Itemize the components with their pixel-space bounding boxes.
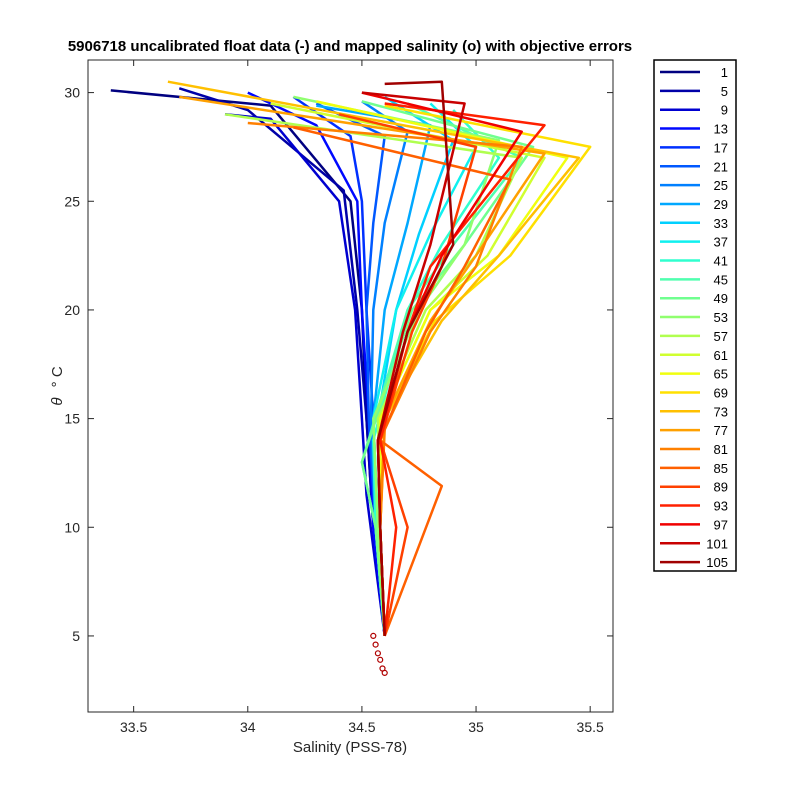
y-axis-ticks: 5 10 15 20 25 30 — [64, 85, 613, 644]
legend-label-21: 21 — [714, 159, 728, 174]
series-line-13 — [247, 91, 386, 637]
mapped-point — [377, 656, 384, 663]
legend-label-13: 13 — [714, 122, 728, 137]
legend-label-69: 69 — [714, 385, 728, 400]
y-tick-label: 30 — [64, 85, 80, 101]
legend-label-53: 53 — [714, 310, 728, 325]
mapped-point — [374, 650, 381, 657]
legend-label-25: 25 — [714, 178, 728, 193]
svg-text:θ ° C: θ ° C — [49, 366, 66, 405]
legend-label-45: 45 — [714, 272, 728, 287]
series-line-49 — [360, 100, 535, 637]
legend-items: 1 5 9 13 17 21 25 29 33 37 41 45 49 53 57 61 65 69 73 77 81 8… — [660, 65, 728, 570]
legend-label-101: 101 — [706, 536, 728, 551]
legend-label-29: 29 — [714, 197, 728, 212]
x-axis-label: Salinity (PSS-78) — [293, 739, 407, 756]
x-tick-label: 34 — [240, 719, 256, 735]
legend-label-65: 65 — [714, 367, 728, 382]
y-tick-label: 25 — [64, 193, 80, 209]
legend-label-17: 17 — [714, 140, 728, 155]
legend-label-41: 41 — [714, 254, 728, 269]
axes: 33.5 34 34.5 35 35.5 5 10 15 20 25 30 Salinity (P… — [49, 59, 614, 756]
y-axis-label: θ ° C — [49, 366, 66, 405]
plot-frame — [87, 59, 614, 713]
legend-label-1: 1 — [721, 65, 728, 80]
mapped-point — [381, 669, 388, 677]
legend: 1 5 9 13 17 21 25 29 33 37 41 45 49 53 57 61 65 69 73 77 81 8… — [653, 59, 737, 572]
x-tick-label: 35 — [468, 719, 484, 735]
legend-label-85: 85 — [714, 461, 728, 476]
legend-label-9: 9 — [721, 103, 728, 118]
legend-label-81: 81 — [714, 442, 728, 457]
x-axis-ticks: 33.5 34 34.5 35 35.5 — [120, 60, 604, 735]
legend-label-97: 97 — [714, 517, 728, 532]
y-tick-label: 20 — [64, 302, 80, 318]
y-axis-label-symbol: θ — [49, 398, 66, 406]
chart-title: 5906718 uncalibrated float data (-) and … — [68, 38, 632, 55]
legend-label-49: 49 — [714, 291, 728, 306]
series-line-89 — [338, 113, 478, 637]
series-line-9 — [224, 113, 386, 637]
series-layer — [110, 80, 592, 637]
legend-label-93: 93 — [714, 499, 728, 514]
x-tick-label: 34.5 — [348, 719, 375, 735]
series-line-85 — [293, 126, 512, 637]
y-tick-label: 15 — [64, 411, 80, 427]
x-tick-label: 35.5 — [577, 719, 604, 735]
legend-label-57: 57 — [714, 329, 728, 344]
legend-label-5: 5 — [721, 84, 728, 99]
y-tick-label: 5 — [72, 628, 80, 644]
legend-label-77: 77 — [714, 423, 728, 438]
mapped-point — [370, 632, 377, 640]
x-tick-label: 33.5 — [120, 719, 147, 735]
legend-label-37: 37 — [714, 235, 728, 250]
mapped-points-layer — [370, 632, 388, 677]
y-axis-label-unit: ° C — [49, 366, 66, 387]
legend-label-33: 33 — [714, 216, 728, 231]
mapped-point — [372, 641, 379, 648]
legend-label-89: 89 — [714, 480, 728, 495]
legend-label-73: 73 — [714, 404, 728, 419]
series-line-105 — [376, 80, 455, 636]
y-tick-label: 10 — [64, 519, 80, 535]
legend-label-105: 105 — [706, 555, 728, 570]
legend-label-61: 61 — [714, 348, 728, 363]
